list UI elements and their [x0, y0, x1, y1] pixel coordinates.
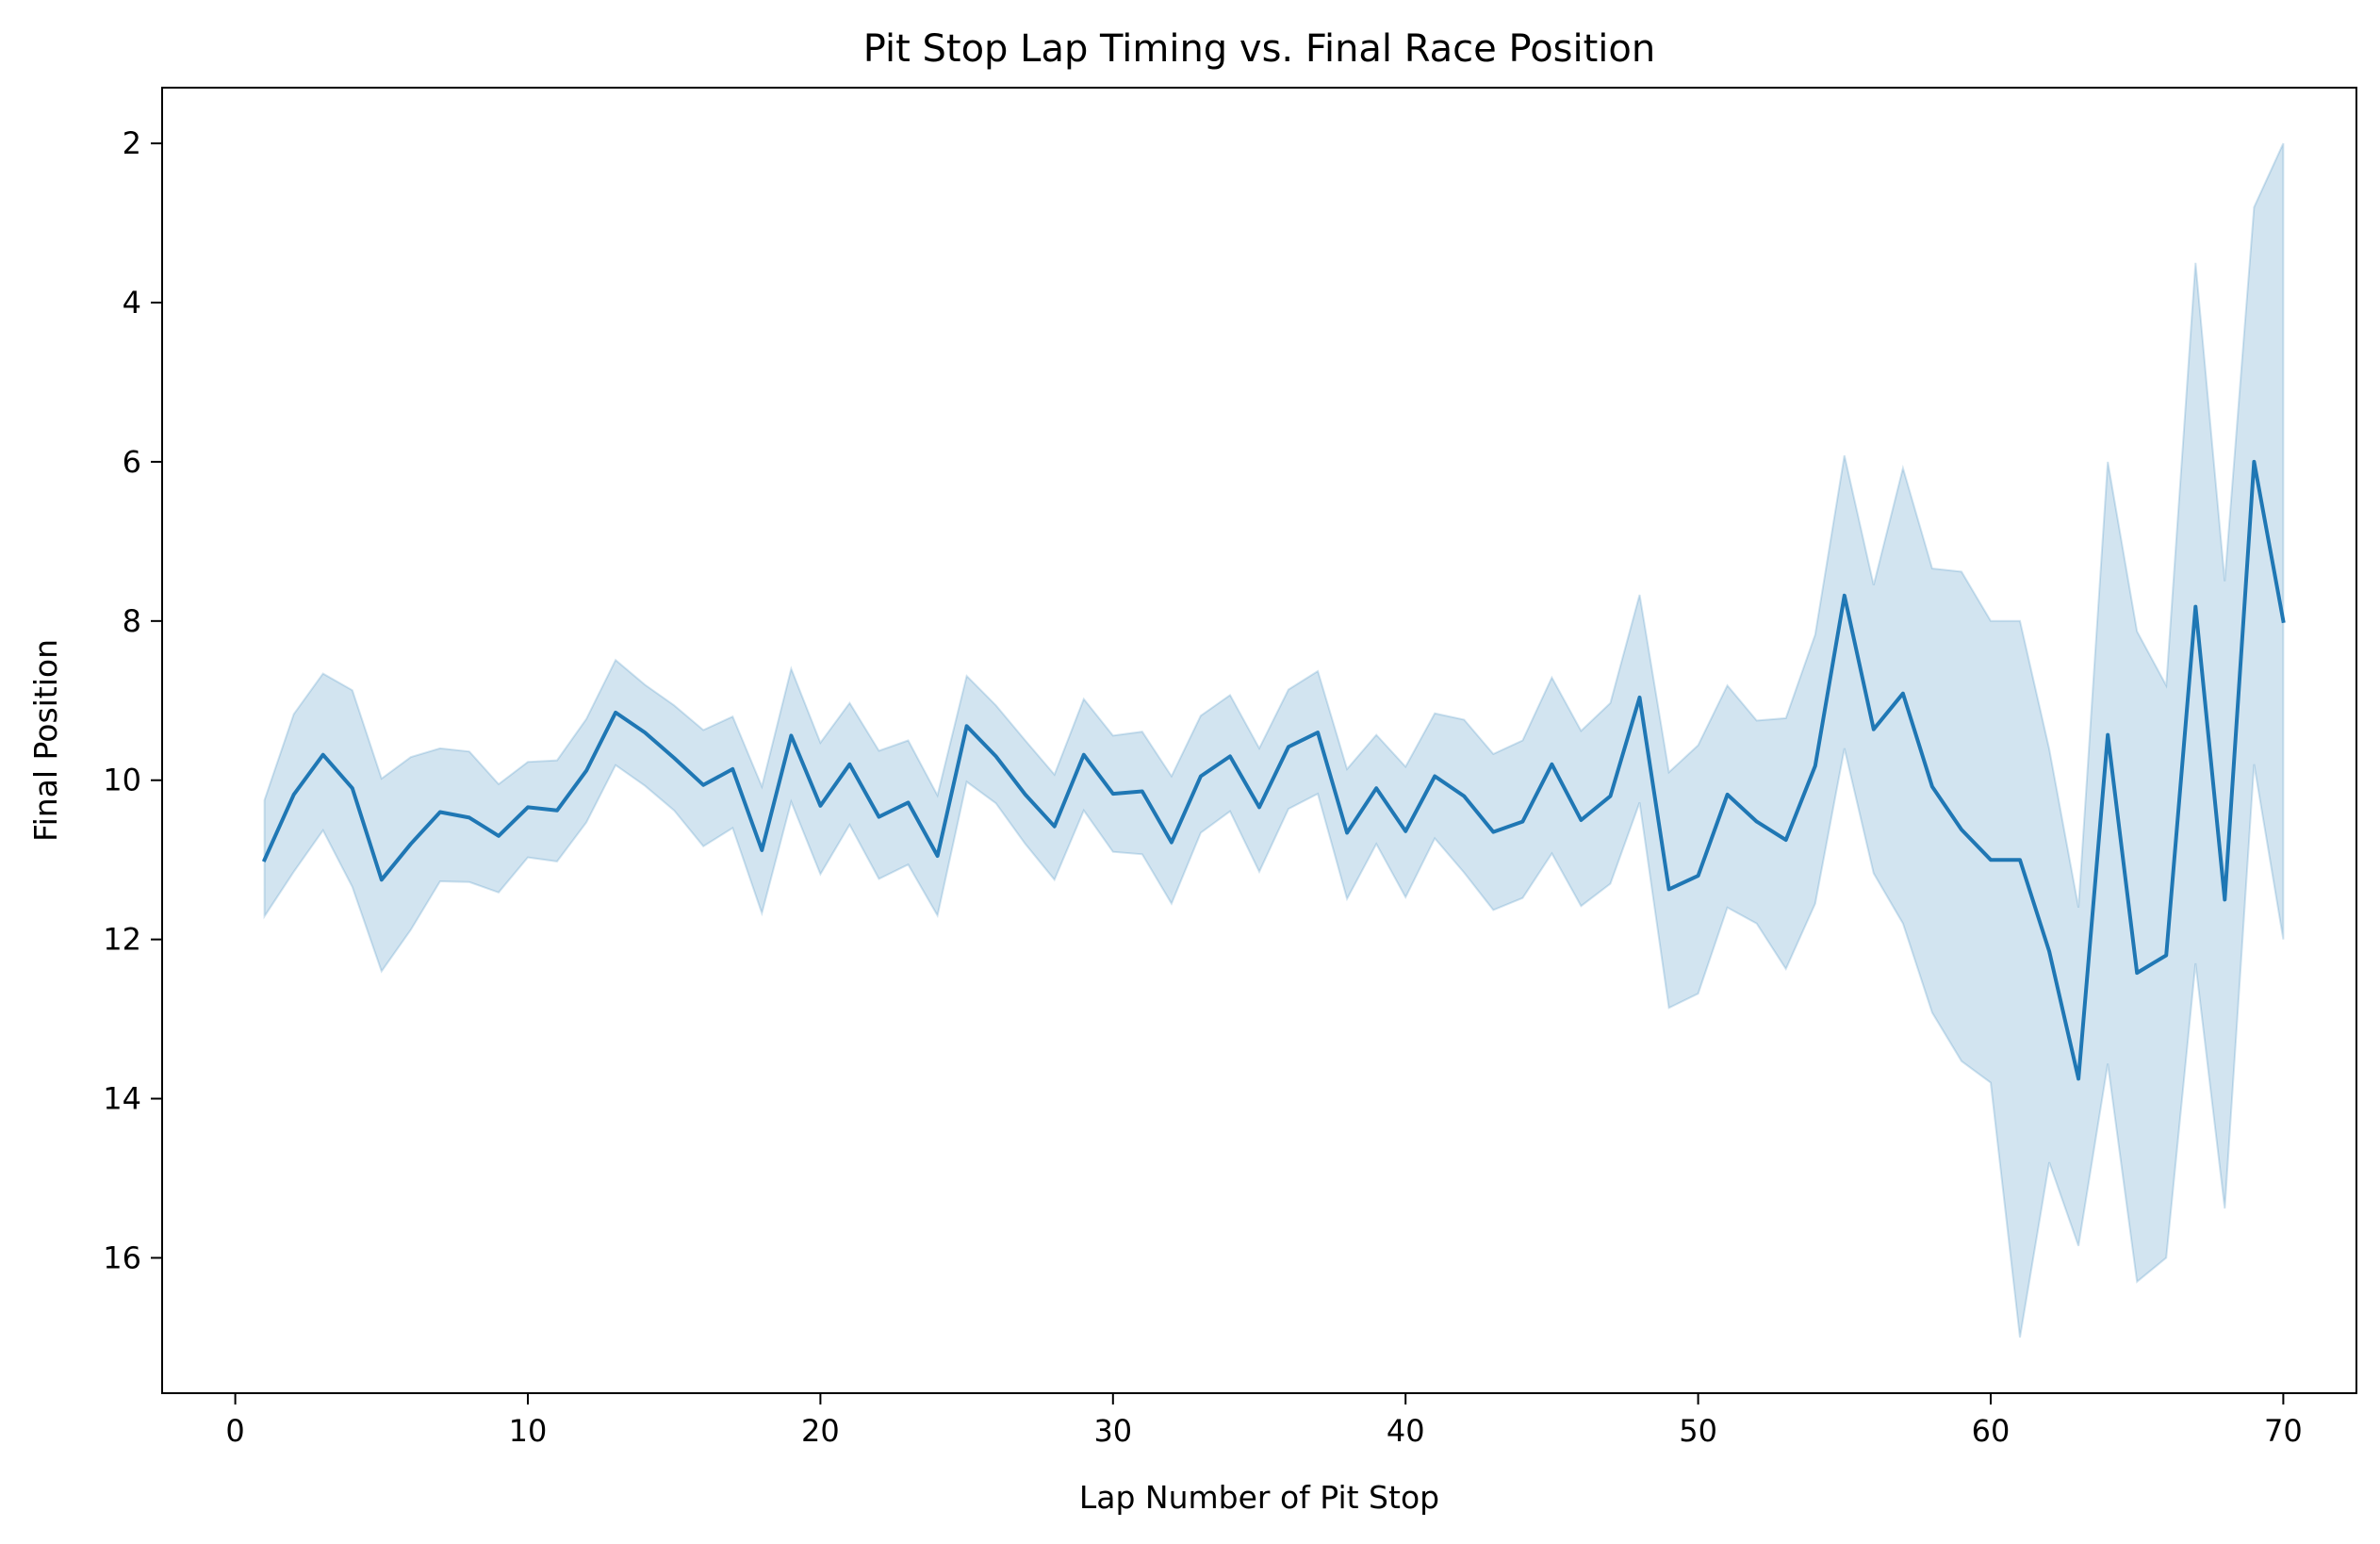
- plot-area: [161, 87, 2357, 1394]
- x-tick-label: 60: [1972, 1413, 2011, 1449]
- x-axis-title: Lap Number of Pit Stop: [1079, 1479, 1439, 1516]
- y-tick-label: 12: [103, 922, 141, 958]
- y-tick-label: 4: [123, 285, 141, 320]
- y-tick-label: 6: [123, 444, 141, 480]
- x-tick-label: 20: [801, 1413, 840, 1449]
- x-tick-label: 50: [1679, 1413, 1717, 1449]
- series-line: [261, 459, 2286, 1081]
- y-tick-label: 8: [123, 603, 141, 639]
- y-tick-label: 10: [103, 763, 141, 798]
- chart-title: Pit Stop Lap Timing vs. Final Race Posit…: [863, 27, 1656, 71]
- x-tick-label: 40: [1387, 1413, 1425, 1449]
- y-axis-ticks: 2 4 6 8 10 12 14 16: [103, 125, 162, 1275]
- x-tick-label: 10: [509, 1413, 548, 1449]
- axes-frame: [161, 87, 2357, 1394]
- y-tick-label: 14: [103, 1081, 141, 1117]
- confidence-band: [263, 142, 2285, 1339]
- x-tick-label: 30: [1093, 1413, 1132, 1449]
- x-tick-label: 0: [225, 1413, 244, 1449]
- y-axis-title: Final Position: [27, 639, 64, 842]
- x-axis-ticks: 0 10 20 30 40 50 60 70: [225, 1393, 2303, 1449]
- y-tick-label: 2: [123, 125, 141, 161]
- y-tick-label: 16: [103, 1240, 141, 1275]
- x-tick-label: 70: [2264, 1413, 2303, 1449]
